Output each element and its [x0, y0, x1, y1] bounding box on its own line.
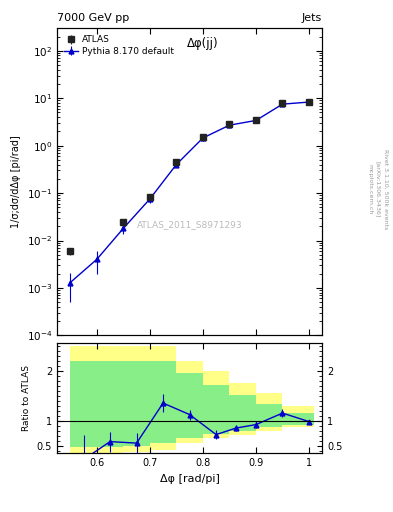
Text: ATLAS_2011_S8971293: ATLAS_2011_S8971293: [137, 220, 242, 229]
Text: 7000 GeV pp: 7000 GeV pp: [57, 13, 129, 23]
Text: mcplots.cern.ch: mcplots.cern.ch: [367, 164, 373, 215]
Y-axis label: 1/σ;dσ/dΔφ [pi/rad]: 1/σ;dσ/dΔφ [pi/rad]: [11, 135, 21, 228]
Y-axis label: Ratio to ATLAS: Ratio to ATLAS: [22, 365, 31, 431]
Legend: ATLAS, Pythia 8.170 default: ATLAS, Pythia 8.170 default: [61, 32, 178, 60]
X-axis label: Δφ [rad/pi]: Δφ [rad/pi]: [160, 474, 220, 483]
Text: Δφ(jj): Δφ(jj): [187, 37, 219, 50]
Text: Jets: Jets: [302, 13, 322, 23]
Text: [arXiv:1306.3436]: [arXiv:1306.3436]: [375, 161, 380, 218]
Text: Rivet 3.1.10, 500k events: Rivet 3.1.10, 500k events: [383, 150, 388, 229]
